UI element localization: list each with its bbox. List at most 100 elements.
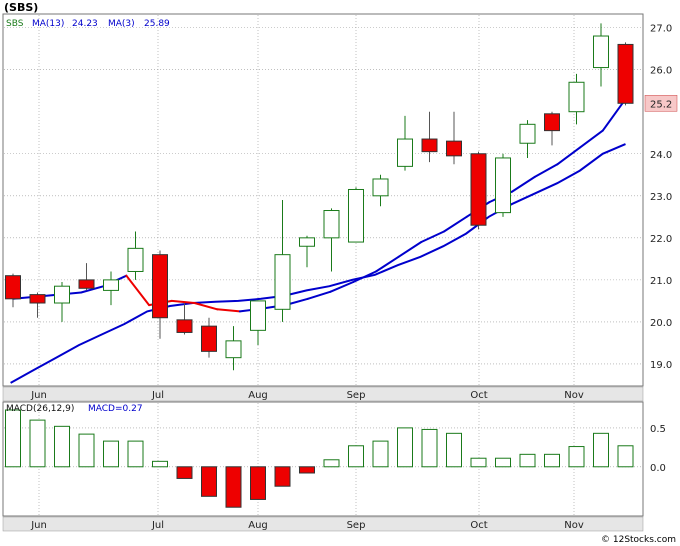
month-label: Oct: [470, 520, 487, 531]
candle: [201, 317, 217, 358]
candle: [299, 235, 315, 268]
candle-body-down: [446, 140, 462, 157]
month-label: Aug: [248, 390, 268, 401]
legend-symbol: SBS: [6, 19, 24, 29]
macd-bar: [78, 433, 95, 468]
macd-legend-value: MACD=0.27: [88, 404, 143, 414]
macd-bar: [617, 445, 634, 468]
month-label: Nov: [564, 520, 584, 531]
month-label: Jun: [30, 520, 47, 531]
price-tick-label: 24.0: [650, 150, 672, 161]
candle: [176, 303, 193, 335]
candle-body-down: [421, 138, 438, 153]
candle-body-down: [78, 279, 95, 289]
candle: [152, 250, 168, 339]
candle-body-up: [274, 254, 291, 310]
macd-bar: [29, 419, 46, 468]
candle-body-up: [250, 300, 266, 331]
macd-bar: [274, 466, 291, 487]
macd-bar: [421, 428, 438, 468]
month-label: Jul: [151, 390, 164, 401]
ma3-segment: [329, 281, 355, 293]
candle-body-up: [372, 178, 389, 197]
ma13-line: [10, 143, 626, 384]
macd-legend-label: MACD(26,12,9): [6, 404, 74, 414]
month-label: Nov: [564, 390, 584, 401]
price-tick-label: 22.0: [650, 234, 672, 245]
macd-bar: [568, 446, 585, 468]
ma3-segment: [511, 175, 536, 193]
candle: [103, 271, 119, 306]
candle-body-up: [495, 157, 511, 214]
watermark: © 12Stocks.com: [601, 535, 676, 545]
macd-panel: [2, 401, 644, 517]
candle-body-up: [127, 247, 144, 272]
price-tick-label: 27.0: [650, 24, 672, 35]
ma3-segment: [556, 146, 582, 166]
macd-bar: [5, 409, 21, 468]
macd-bar: [299, 466, 315, 474]
last-price-tag: [644, 95, 678, 112]
date-labels-lower: Jun Jul Aug Sep Oct Nov: [30, 520, 584, 531]
candle: [54, 281, 70, 322]
macd-bar: [372, 440, 389, 468]
ma3-segment: [306, 290, 332, 300]
ma3-segment: [216, 308, 241, 313]
ma3-segment: [533, 163, 559, 178]
legend-ma3-label: MA(3): [108, 19, 135, 29]
macd-tick-label: 0.5: [650, 424, 666, 435]
legend-ma13-value: 24.23: [72, 19, 98, 29]
candle: [568, 73, 585, 125]
candle: [127, 231, 144, 280]
candle-body-up: [593, 35, 609, 69]
macd-bar: [470, 457, 487, 468]
candles: [5, 23, 634, 371]
candle-body-up: [103, 279, 119, 291]
candle-body-up: [225, 340, 242, 359]
price-tick-label: 20.0: [650, 318, 672, 329]
macd-tick-label: 0.0: [650, 463, 666, 474]
candle-body-up: [348, 188, 364, 243]
date-strip-lower: [2, 516, 644, 532]
candle: [421, 111, 438, 163]
candle: [519, 120, 536, 158]
candle: [323, 208, 340, 272]
candle: [348, 187, 364, 243]
ma3-segment: [443, 215, 468, 233]
price-tick-label: 19.0: [650, 360, 672, 371]
month-label: Jun: [30, 390, 47, 401]
candle: [397, 115, 413, 171]
candle: [250, 300, 266, 346]
macd-bar: [348, 445, 364, 468]
month-label: Jul: [151, 520, 164, 531]
macd-bar: [250, 466, 266, 500]
macd-bar: [397, 427, 413, 468]
candle-body-down: [5, 275, 21, 300]
macd-bar: [495, 457, 511, 468]
macd-bar: [323, 459, 340, 468]
price-grid: [4, 15, 642, 385]
candle: [78, 263, 95, 291]
candle: [544, 111, 560, 146]
month-label: Sep: [347, 390, 366, 401]
price-panel: [2, 13, 644, 387]
candle: [372, 174, 389, 207]
ma3-segment: [193, 302, 219, 311]
month-label: Oct: [470, 390, 487, 401]
macd-bar: [446, 432, 462, 468]
candle-body-up: [397, 138, 413, 167]
macd-bar: [544, 453, 560, 468]
legend-ma3-value: 25.89: [144, 19, 170, 29]
ma3-segment: [579, 129, 604, 149]
candle-body-down: [152, 254, 168, 319]
last-price-label: 25.2: [650, 99, 672, 110]
candle: [5, 273, 21, 308]
ma3-segment: [352, 270, 377, 283]
ma3-segment: [170, 299, 196, 304]
ma3-segment: [601, 98, 627, 132]
price-tick-label: 26.0: [650, 66, 672, 77]
macd-bar: [176, 466, 193, 479]
candle: [470, 151, 487, 230]
macd-legend: MACD(26,12,9) MACD=0.27: [6, 404, 143, 414]
candle-body-up: [323, 210, 340, 239]
